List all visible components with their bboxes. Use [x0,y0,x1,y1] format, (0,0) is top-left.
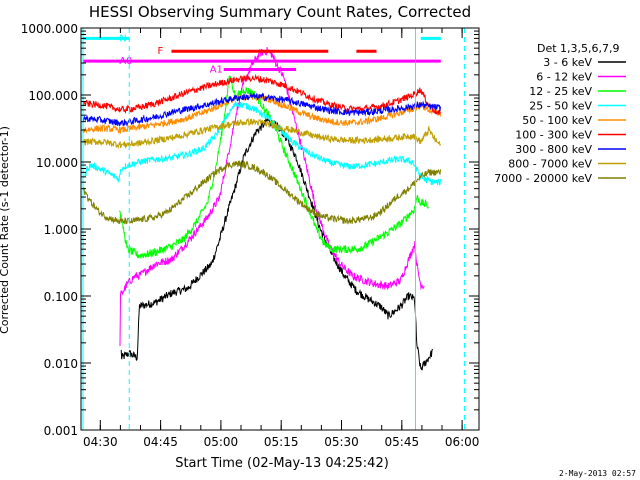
axes-layer: 0.001 0.010 0.100 1.000 10.000 100.000 1000.00… [21,22,480,449]
series-line [84,100,442,186]
legend-label: 300 - 800 keV [515,143,592,156]
series-line [83,92,441,127]
y-tick-label: 0.100 [44,290,78,304]
series-line [82,92,441,135]
annotation-label: F [157,46,163,57]
y-axis-label: Corrected Count Rate (s-1 detector-1) [0,126,11,334]
legend-label: 7000 - 20000 keV [494,172,592,185]
legend-title: Det 1,3,5,6,7,9 [537,42,620,55]
y-tick-label: 0.001 [44,424,78,438]
x-tick-label: 04:45 [143,435,178,449]
x-tick-label: 05:45 [385,435,420,449]
series-line [120,118,433,371]
x-axis-label: Start Time (02-May-13 04:25:42) [175,456,389,471]
footer-timestamp: 2-May-2013 02:57 [559,469,636,478]
legend-label: 3 - 6 keV [543,56,592,69]
x-tick-label: 05:15 [264,435,299,449]
legend-label: 50 - 100 keV [522,114,592,127]
legend-label: 25 - 50 keV [529,100,592,113]
y-tick-label: 10.000 [36,156,78,170]
x-tick-label: 04:30 [83,435,118,449]
x-tick-label: 05:00 [204,435,239,449]
legend-label: 6 - 12 keV [536,71,592,84]
series-line [119,47,425,347]
x-tick-label: 05:30 [324,435,359,449]
annotation-layer: N F A0 A1 [83,33,441,76]
legend-label: 100 - 300 keV [515,129,592,142]
series-line [82,160,441,225]
series-line [82,73,441,116]
y-tick-label: 1.000 [44,223,78,237]
x-tick-label: 06:00 [445,435,480,449]
y-tick-label: 100.000 [28,89,78,103]
vertical-lines-layer [82,28,466,430]
series-line [82,117,441,150]
series-layer [82,47,442,371]
y-tick-label: 1000.000 [21,22,78,36]
annotation-label: N [119,33,126,44]
annotation-label: A0 [119,56,132,67]
legend-label: 12 - 25 keV [529,85,592,98]
y-tick-label: 0.010 [44,357,78,371]
annotation-label: A1 [210,65,223,76]
legend-label: 800 - 7000 keV [508,158,592,171]
chart-title: HESSI Observing Summary Count Rates, Cor… [89,3,471,21]
